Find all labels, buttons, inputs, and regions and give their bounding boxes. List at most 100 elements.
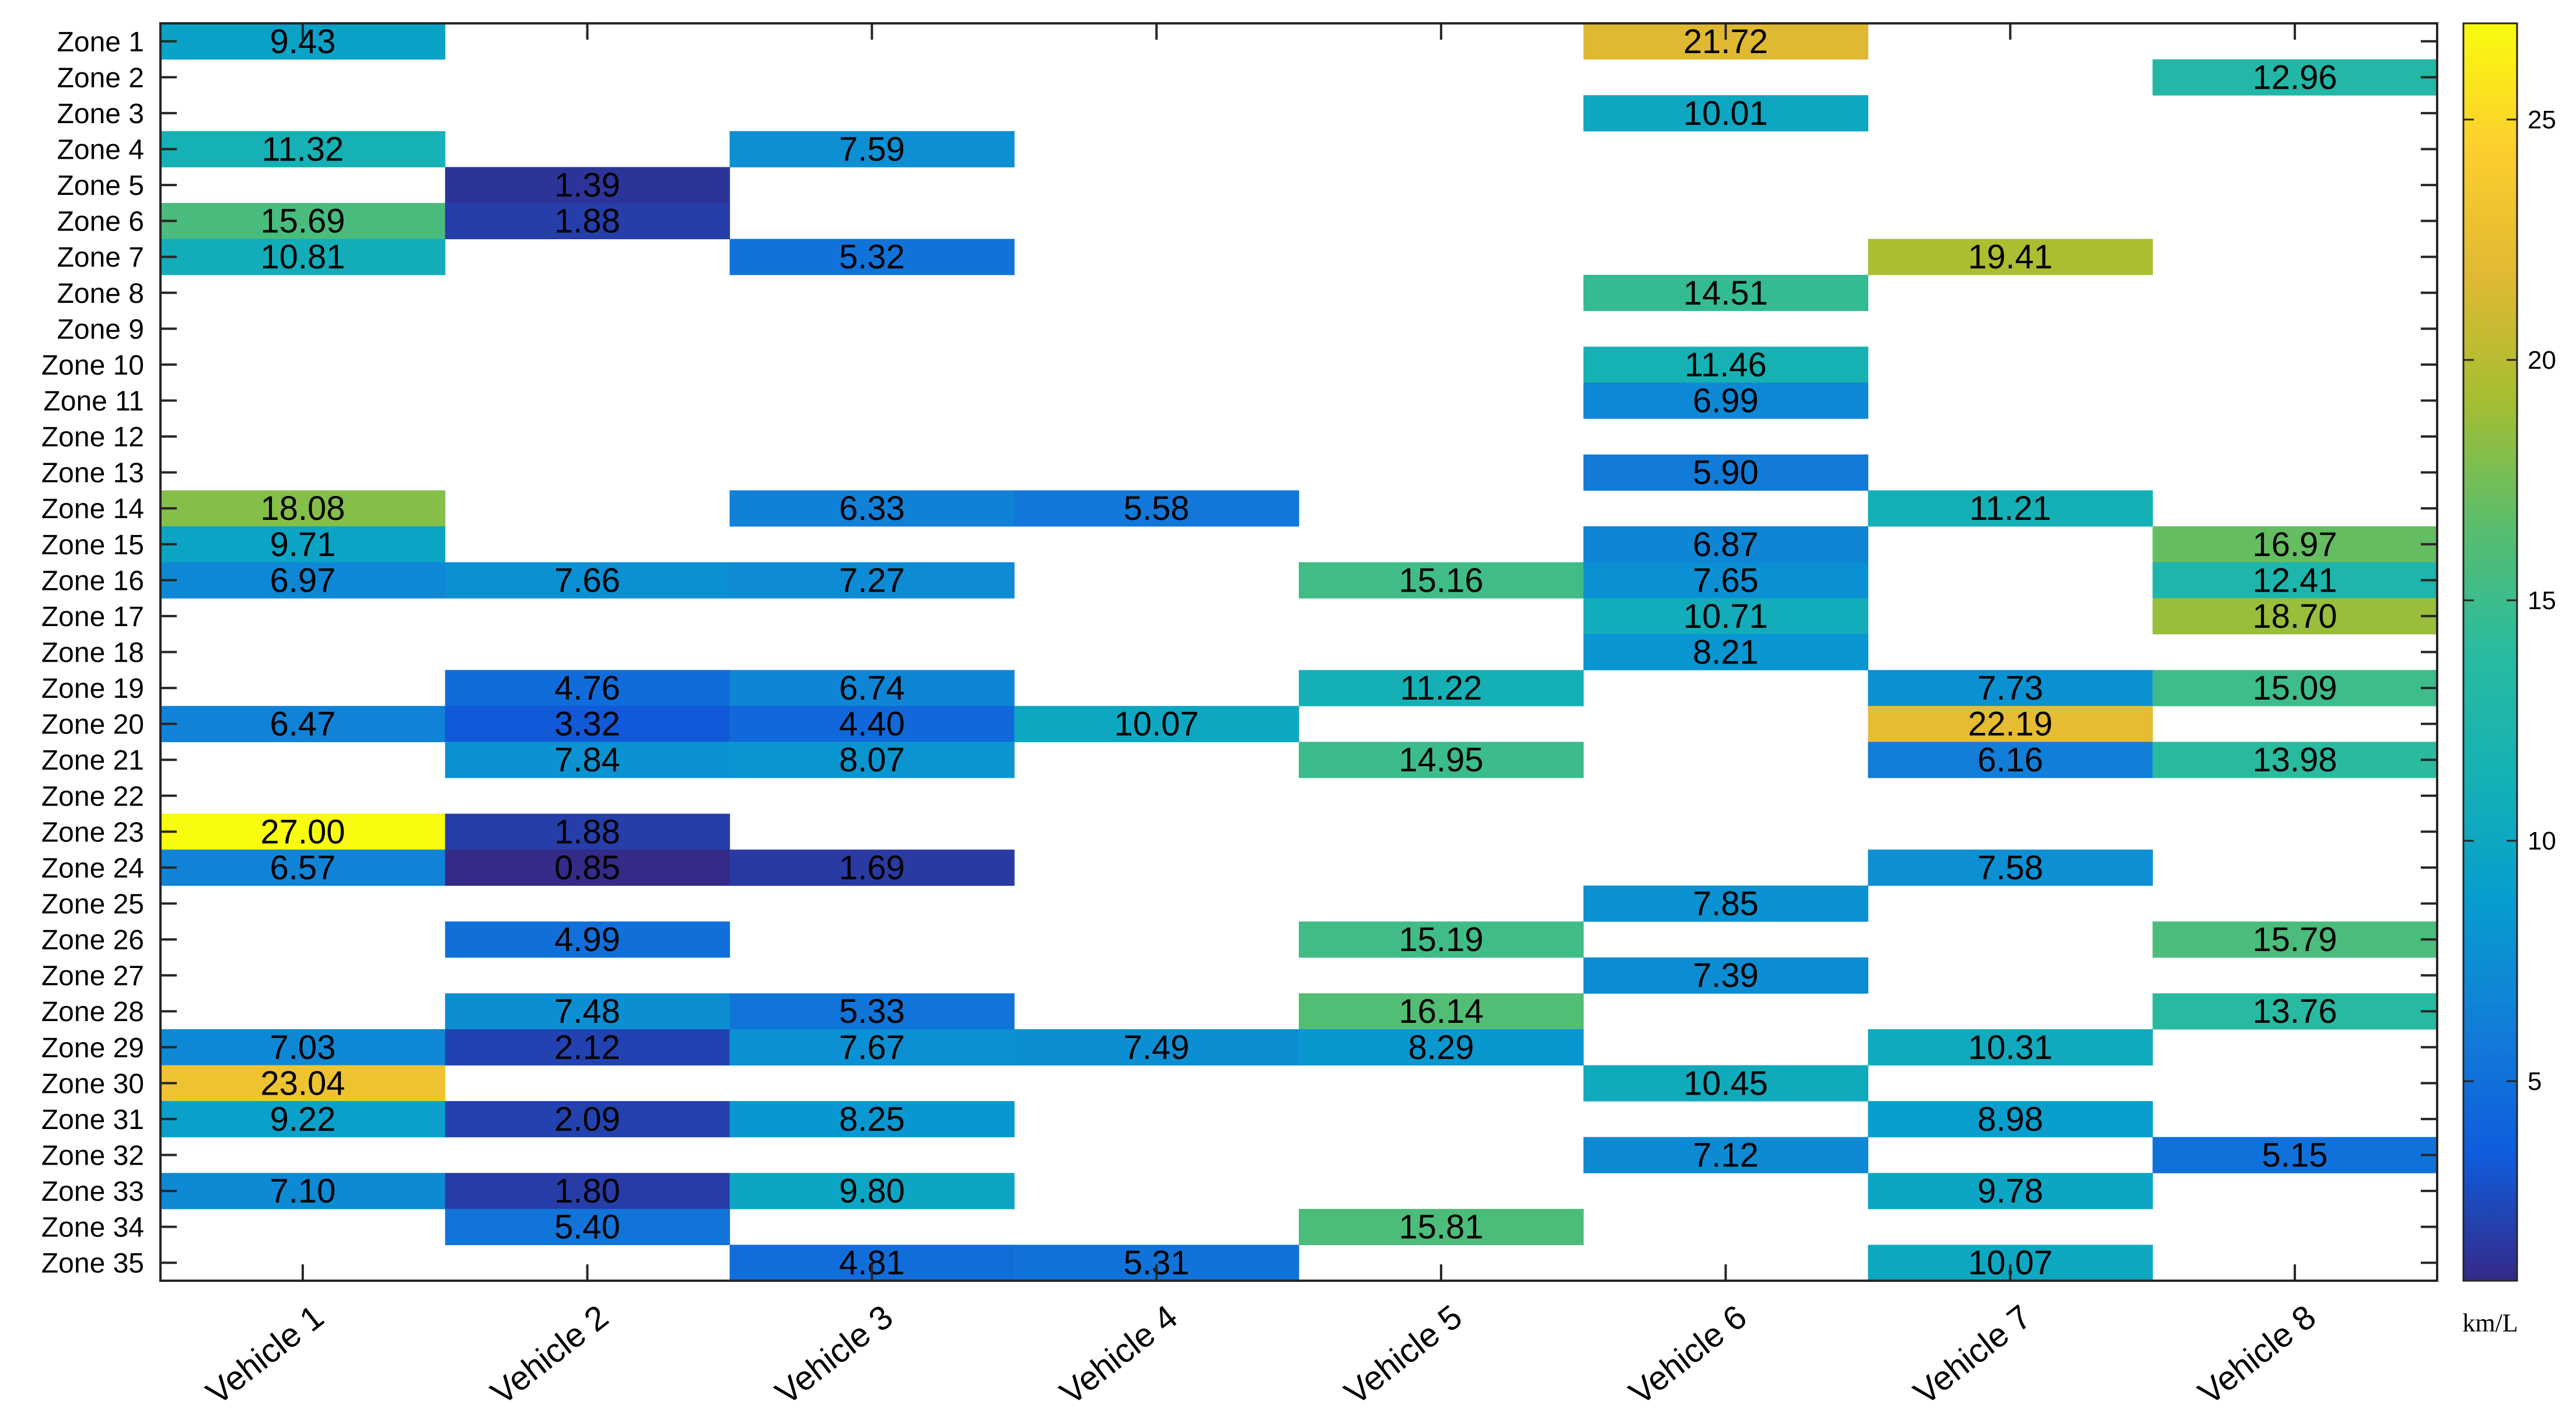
heatmap-cells [160,23,2438,1281]
y-tick-label: Zone 25 [41,889,144,920]
cell-value-label: 8.07 [839,741,905,779]
y-tick-label: Zone 20 [41,709,144,740]
cell-value-label: 10.01 [1683,95,1768,132]
heatmap-cell [160,562,446,599]
cell-value-label: 8.25 [839,1100,905,1138]
cell-value-label: 5.90 [1693,454,1759,492]
y-tick-label: Zone 23 [41,817,144,848]
cell-value-label: 10.71 [1683,597,1768,635]
cell-value-label: 8.29 [1408,1029,1474,1067]
cell-value-label: 6.87 [1693,526,1759,564]
heatmap-cell [160,813,446,850]
cell-value-label: 1.39 [554,166,620,204]
cell-value-label: 10.81 [260,238,345,276]
y-tick-label: Zone 17 [41,602,144,632]
x-tick-label: Vehicle 6 [1622,1298,1754,1412]
cell-value-label: 8.21 [1693,634,1759,672]
y-tick-label: Zone 33 [41,1176,144,1207]
heatmap-cell [1299,670,1584,707]
cell-value-label: 23.04 [260,1064,345,1102]
cell-value-label: 15.09 [2253,669,2337,707]
cell-value-label: 7.27 [839,561,905,599]
cell-value-label: 3.32 [554,705,620,743]
y-axis: Zone 1 Zone 2 Zone 3 Zone 4 Zone 5 Zone 6 Zone… [41,27,2437,1279]
heatmap-cell [1583,634,1869,670]
cell-value-label: 15.19 [1399,921,1483,959]
heatmap-cell [445,993,730,1030]
heatmap-cell [160,202,446,239]
y-tick-label: Zone 15 [41,530,144,561]
cell-value-label: 19.41 [1968,238,2053,276]
cell-value-label: 7.10 [270,1172,335,1210]
y-tick-label: Zone 14 [41,494,144,525]
heatmap-cell [445,562,730,599]
heatmap-cell [1583,598,1869,635]
cell-value-label: 2.09 [554,1100,620,1138]
cell-value-label: 7.85 [1693,885,1759,923]
heatmap-cell [2152,526,2438,563]
y-tick-label: Zone 8 [57,278,144,309]
y-tick-label: Zone 31 [41,1105,144,1135]
colorbar-tick-label: 20 [2528,346,2556,375]
cell-value-label: 5.15 [2262,1137,2328,1175]
heatmap-cell [1583,382,1869,419]
cell-value-label: 16.97 [2253,526,2337,564]
heatmap-cell [1583,95,1869,132]
heatmap-cell [1299,993,1584,1030]
heatmap-cell [445,1208,730,1245]
y-tick-label: Zone 13 [41,458,144,489]
y-tick-label: Zone 7 [57,242,144,273]
heatmap-cell [729,562,1015,599]
heatmap-cell [1868,490,2153,527]
x-tick-label: Vehicle 1 [199,1298,331,1412]
heatmap-cell [1014,705,1299,742]
heatmap-cell [160,526,446,563]
heatmap-cell [1583,1137,1869,1173]
y-tick-label: Zone 18 [41,638,144,669]
heatmap-cell [1868,670,2153,707]
heatmap-cell [2152,59,2438,96]
heatmap-cell [1014,490,1299,527]
heatmap-cell [1299,1029,1584,1066]
cell-value-label: 14.95 [1399,741,1483,779]
cell-value-label: 6.47 [270,705,335,743]
cell-value-label: 4.40 [839,705,905,743]
cell-value-label: 15.16 [1399,561,1483,599]
cell-value-label: 15.69 [260,202,345,240]
cell-value-label: 7.73 [1977,669,2043,707]
heatmap-cell [1868,239,2153,275]
cell-value-label: 1.69 [839,849,905,887]
cell-value-label: 4.99 [554,921,620,959]
heatmap-cell [1299,921,1584,958]
heatmap-cell [729,850,1015,886]
cell-value-label: 18.70 [2253,597,2337,635]
cell-value-label: 22.19 [1968,705,2053,743]
cell-value-label: 0.85 [554,849,620,887]
heatmap-cell [160,850,446,886]
heatmap-cell [1583,454,1869,491]
cell-value-label: 7.58 [1977,849,2043,887]
cell-value-label: 27.00 [260,813,345,851]
cell-value-label: 9.78 [1977,1172,2043,1210]
colorbar-tick-label: 15 [2528,586,2556,615]
x-tick-label: Vehicle 5 [1337,1298,1469,1412]
cell-value-label: 16.14 [1399,992,1483,1030]
heatmap-cell [729,131,1015,167]
heatmap-cell [729,742,1015,778]
cell-value-label: 12.96 [2253,58,2337,96]
heatmap-cell [729,670,1015,707]
heatmap-cell [445,921,730,958]
cell-value-label: 8.98 [1977,1100,2043,1138]
cell-value-label: 5.40 [554,1208,620,1246]
heatmap-cell [1299,1208,1584,1245]
cell-value-label: 14.51 [1683,274,1768,312]
cell-value-label: 13.98 [2253,741,2337,779]
cell-value-label: 11.21 [1969,490,2051,527]
cell-value-label: 1.80 [554,1172,620,1210]
cell-value-label: 6.33 [839,490,905,527]
heatmap-cell [160,239,446,275]
heatmap-cell [729,490,1015,527]
cell-value-label: 11.32 [261,131,344,169]
colorbar-tick-label: 10 [2528,827,2556,855]
